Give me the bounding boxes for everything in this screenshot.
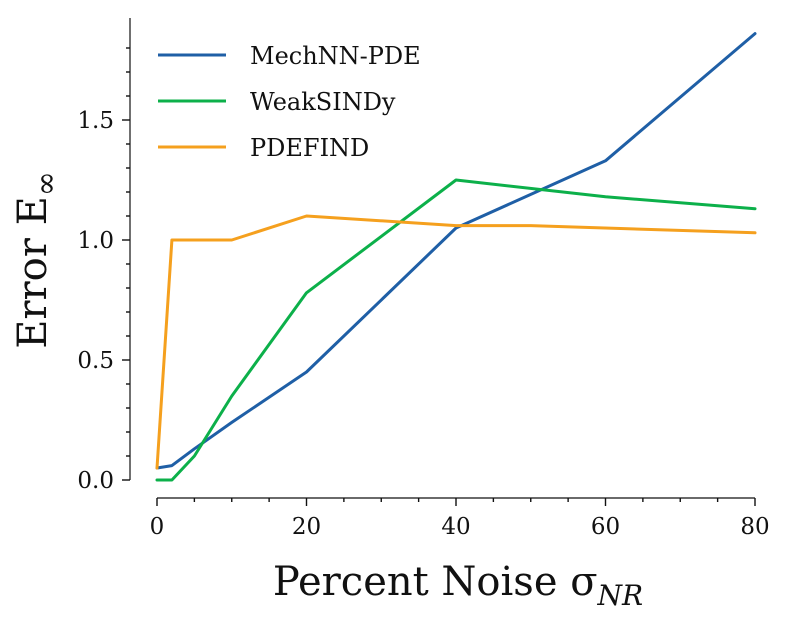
x-tick-label: 20 — [292, 514, 321, 540]
x-ticks: 0 20 40 60 80 — [150, 498, 770, 540]
series-line-weaksindy — [155, 178, 757, 482]
plot-area — [155, 32, 757, 482]
legend-label: MechNN-PDE — [250, 42, 421, 70]
x-axis-label: Percent Noise σNR — [273, 559, 643, 612]
series-line-pdefind — [155, 214, 757, 470]
legend-label: PDEFIND — [250, 134, 369, 162]
x-tick-label: 80 — [740, 514, 769, 540]
series-line-mechnn-pde — [155, 32, 757, 470]
y-tick-label: 1.0 — [77, 228, 114, 254]
legend-label: WeakSINDy — [250, 88, 396, 116]
x-tick-label: 0 — [150, 514, 165, 540]
y-tick-label: 1.5 — [77, 108, 114, 134]
y-ticks: 0.0 0.5 1.0 1.5 — [77, 47, 130, 494]
x-tick-label: 60 — [591, 514, 620, 540]
y-axis-label: Error E∞ — [10, 171, 64, 349]
y-axis: 0.0 0.5 1.0 1.5 — [77, 18, 131, 494]
x-axis: 0 20 40 60 80 — [150, 497, 770, 540]
y-tick-label: 0.0 — [77, 468, 114, 494]
y-tick-label: 0.5 — [77, 348, 114, 374]
x-tick-label: 40 — [441, 514, 470, 540]
legend: MechNN-PDE WeakSINDy PDEFIND — [158, 42, 421, 162]
